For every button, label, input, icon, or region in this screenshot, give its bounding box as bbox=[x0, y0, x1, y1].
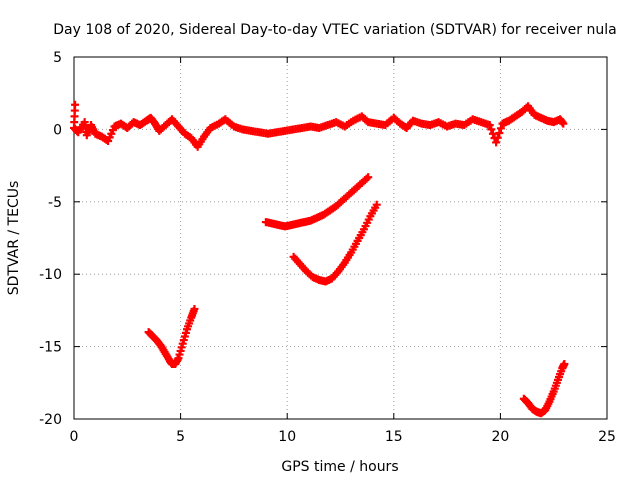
x-axis-label: GPS time / hours bbox=[281, 459, 398, 475]
x-tick-label: 0 bbox=[70, 429, 79, 445]
data-point bbox=[190, 304, 199, 313]
x-axis: 0 5 10 15 20 25 bbox=[70, 57, 616, 445]
plot-frame bbox=[73, 56, 608, 420]
y-tick-label: -5 bbox=[48, 195, 62, 211]
x-tick-label: 25 bbox=[598, 429, 616, 445]
series-main-band bbox=[70, 100, 568, 151]
data-point bbox=[559, 119, 568, 128]
x-tick-label: 15 bbox=[385, 429, 403, 445]
y-tick-label: 0 bbox=[53, 122, 62, 138]
data-point bbox=[485, 121, 494, 130]
x-tick-label: 20 bbox=[491, 429, 509, 445]
data-point bbox=[495, 129, 504, 138]
data-point bbox=[372, 200, 381, 209]
data-point bbox=[492, 138, 501, 147]
chart-title: Day 108 of 2020, Sidereal Day-to-day VTE… bbox=[53, 22, 616, 38]
data-point bbox=[560, 359, 569, 368]
x-tick-label: 10 bbox=[278, 429, 296, 445]
series-arc-3 bbox=[289, 200, 381, 286]
y-tick-label: -15 bbox=[39, 340, 62, 356]
data-point bbox=[493, 133, 502, 142]
x-tick-label: 5 bbox=[176, 429, 185, 445]
y-axis-label: SDTVAR / TECUs bbox=[6, 181, 22, 296]
y-tick-label: 5 bbox=[53, 50, 62, 66]
data-point bbox=[364, 173, 373, 182]
y-tick-label: -20 bbox=[39, 412, 62, 428]
grid-lines bbox=[74, 57, 607, 419]
data-point bbox=[487, 125, 496, 134]
series-arc-1 bbox=[144, 304, 199, 368]
series-arc-4 bbox=[519, 359, 569, 418]
data-point bbox=[496, 124, 505, 133]
y-tick-label: -10 bbox=[39, 267, 62, 283]
y-axis: -20 -15 -10 -5 0 5 bbox=[39, 50, 607, 428]
data-points bbox=[70, 100, 569, 418]
series-arc-2 bbox=[261, 173, 373, 231]
